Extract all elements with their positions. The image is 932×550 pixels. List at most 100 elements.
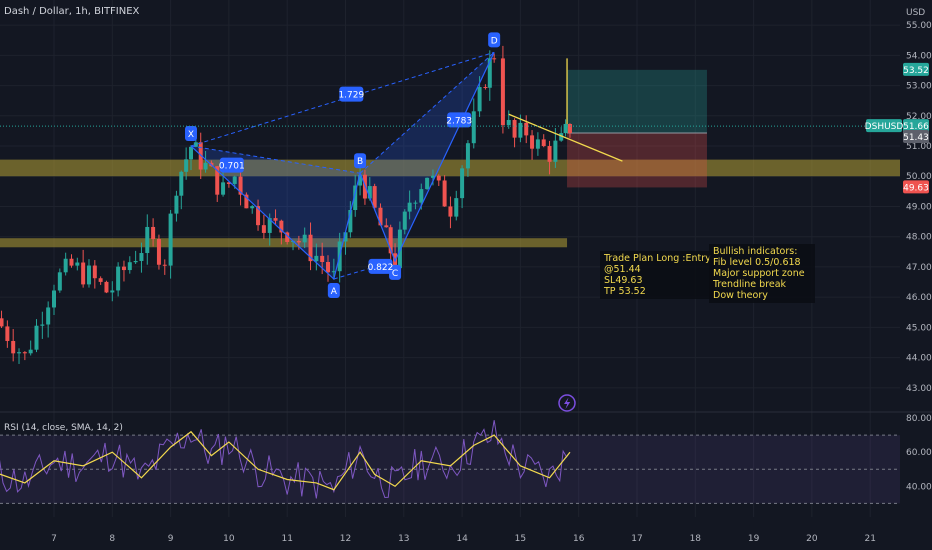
support-zone-2[interactable] bbox=[0, 238, 568, 248]
harmonic-labels: X A B C D 1.729 0.701 2.783 0.822 bbox=[185, 32, 501, 299]
lightning-icon[interactable] bbox=[558, 394, 576, 412]
candle bbox=[81, 249, 86, 288]
trendline bbox=[508, 113, 623, 162]
candle bbox=[285, 231, 290, 245]
candle bbox=[465, 140, 470, 177]
rsi-line[interactable] bbox=[0, 420, 571, 499]
candle bbox=[487, 50, 492, 101]
time-tick-label: 13 bbox=[398, 534, 409, 544]
candle bbox=[530, 130, 535, 160]
candle bbox=[28, 340, 33, 356]
sl-badge[interactable]: 49.63 bbox=[903, 180, 929, 194]
candle bbox=[203, 150, 208, 173]
time-tick-label: 14 bbox=[456, 534, 468, 544]
candle-body bbox=[331, 271, 336, 273]
candle bbox=[448, 196, 453, 229]
candle-body bbox=[343, 232, 348, 242]
time-tick-label: 15 bbox=[515, 534, 526, 544]
rsi-pane bbox=[0, 420, 900, 504]
candle bbox=[343, 231, 348, 255]
candle-body bbox=[168, 213, 173, 266]
candle-body bbox=[436, 175, 441, 181]
candle-body bbox=[273, 218, 278, 221]
candle-body bbox=[261, 225, 266, 233]
time-tick-label: 11 bbox=[281, 534, 292, 544]
ratio-label[interactable]: 0.822 bbox=[368, 258, 394, 274]
ratio-label[interactable]: 1.729 bbox=[338, 86, 364, 102]
candle bbox=[563, 119, 568, 137]
last-price-badge-text: 51.66 bbox=[903, 122, 929, 132]
candle-body bbox=[535, 139, 540, 149]
candle bbox=[162, 259, 167, 275]
take-profit-area[interactable] bbox=[567, 69, 707, 134]
trendline-line[interactable] bbox=[508, 113, 623, 162]
candle-body bbox=[11, 340, 16, 354]
candle bbox=[402, 209, 407, 235]
time-axis: 7 8 9 10 11 12 13 14 15 16 17 18 19 20 21 bbox=[51, 534, 876, 544]
ratio-text: 1.729 bbox=[338, 91, 364, 101]
time-tick-label: 21 bbox=[864, 534, 875, 544]
rsi-sma-line[interactable] bbox=[0, 430, 571, 491]
point-label-d[interactable]: D bbox=[488, 32, 501, 48]
ratio-box bbox=[447, 112, 472, 128]
price-tick-label: 44.00 bbox=[906, 354, 932, 364]
time-tick-label: 7 bbox=[51, 534, 57, 544]
candle-body bbox=[40, 324, 45, 326]
candle bbox=[512, 118, 517, 148]
candle-body bbox=[471, 111, 476, 144]
last-price-badge-box bbox=[903, 119, 929, 133]
candle-body bbox=[238, 176, 243, 195]
candle bbox=[553, 128, 558, 168]
candle-body bbox=[454, 198, 459, 217]
last-price-badge[interactable]: 51.66 bbox=[903, 119, 929, 133]
candle-body bbox=[367, 186, 372, 199]
candle bbox=[256, 199, 261, 231]
candle bbox=[226, 181, 231, 188]
candle bbox=[104, 280, 109, 294]
tp-badge-text: 53.52 bbox=[903, 66, 929, 76]
candle-body bbox=[285, 232, 290, 242]
candle-body bbox=[86, 265, 91, 285]
entry-badge[interactable]: 51.43 bbox=[903, 130, 929, 144]
candle bbox=[483, 84, 488, 90]
candle bbox=[184, 147, 189, 180]
point-label-b[interactable]: B bbox=[354, 153, 367, 169]
candle bbox=[567, 123, 572, 138]
candle-body bbox=[198, 142, 203, 170]
candle-body bbox=[256, 206, 261, 226]
candle bbox=[189, 145, 194, 171]
candle bbox=[372, 183, 377, 211]
candle bbox=[296, 235, 301, 250]
point-label-a[interactable]: A bbox=[327, 283, 340, 299]
point-label-box bbox=[185, 126, 198, 142]
candle bbox=[244, 192, 249, 209]
stop-loss-area[interactable] bbox=[567, 133, 707, 188]
rsi-indicator-label[interactable]: RSI (14, close, SMA, 14, 2) bbox=[4, 423, 123, 433]
candle bbox=[500, 45, 505, 134]
ratio-label[interactable]: 0.701 bbox=[219, 157, 245, 173]
candle-body bbox=[189, 146, 194, 160]
ratio-text: 2.783 bbox=[446, 116, 472, 126]
point-label-box bbox=[354, 153, 367, 169]
candle-body bbox=[92, 265, 97, 279]
sl-badge-text: 49.63 bbox=[903, 183, 929, 193]
candle-body bbox=[308, 234, 313, 262]
candle-body bbox=[250, 206, 255, 209]
candle bbox=[559, 127, 564, 142]
candle bbox=[92, 260, 97, 289]
point-label-x[interactable]: X bbox=[185, 126, 198, 142]
support-zone-1[interactable] bbox=[0, 159, 900, 177]
point-label-box bbox=[488, 32, 501, 48]
ticker-badge[interactable]: DSHUSD bbox=[865, 119, 904, 133]
candle bbox=[442, 175, 447, 207]
candle-body bbox=[139, 253, 144, 261]
candle bbox=[492, 53, 497, 63]
time-tick-label: 18 bbox=[690, 534, 702, 544]
candle bbox=[326, 255, 331, 282]
tp-badge[interactable]: 53.52 bbox=[903, 62, 929, 76]
candle-body bbox=[320, 255, 325, 263]
trade-plan-note[interactable]: Trade Plan Long :Entry @51.44 SL49.63 TP… bbox=[600, 251, 715, 299]
bullish-indicators-note[interactable]: Bullish indicators: Fib level 0.5/0.618 … bbox=[709, 244, 815, 303]
ratio-label[interactable]: 2.783 bbox=[446, 112, 472, 128]
